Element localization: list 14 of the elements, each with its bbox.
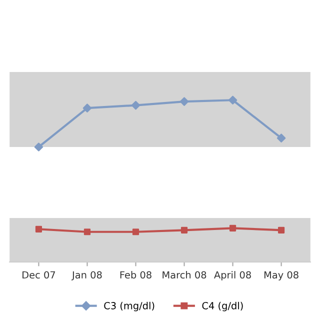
x-tick-label: May 08 [264,271,298,280]
x-tick-label: Feb 08 [120,271,152,279]
point [180,97,189,106]
legend-label: C3 (mg/dl) [104,302,154,312]
x-tick-label: April 08 [214,271,251,280]
x-tick-label: Jan 08 [72,271,102,280]
point [228,96,238,104]
point [34,142,44,152]
point [131,100,140,110]
point [82,104,92,112]
point [276,134,286,142]
legend-label: C4 (g/dl) [202,302,243,312]
x-tick-label: March 08 [162,271,206,279]
x-tick-label: Dec 07 [22,271,56,279]
